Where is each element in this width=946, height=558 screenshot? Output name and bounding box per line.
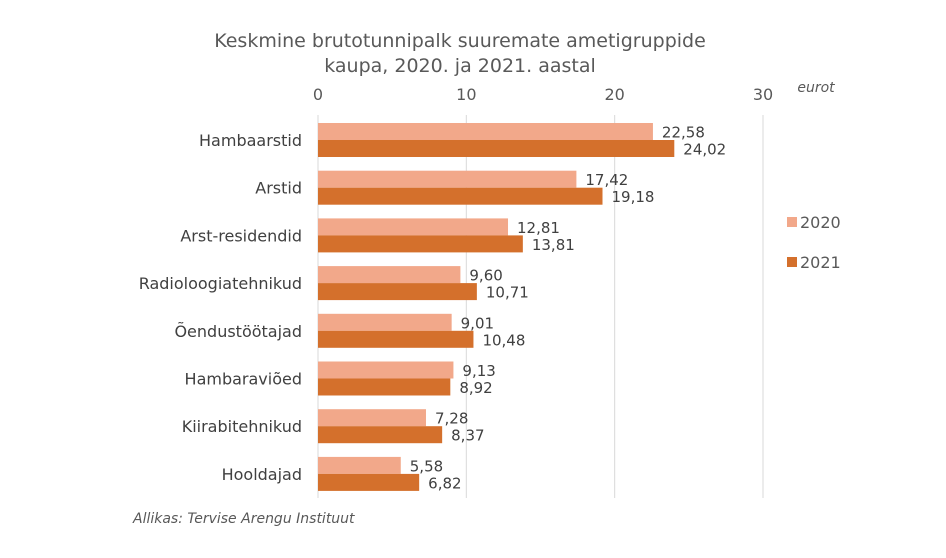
bar-2020 [318, 123, 653, 140]
bar-2021 [318, 330, 474, 348]
data-label: 6,82 [428, 474, 461, 492]
x-tick-label: 0 [313, 85, 323, 104]
bar-2020 [318, 361, 454, 379]
bar-2021 [318, 473, 420, 491]
data-label: 17,42 [585, 171, 628, 189]
data-label: 9,60 [469, 267, 502, 285]
x-tick-label: 10 [456, 85, 476, 104]
category-label: Radioloogiatehnikud [139, 274, 302, 293]
data-label: 10,48 [482, 331, 525, 349]
data-label: 8,37 [451, 427, 484, 445]
source-note: Allikas: Tervise Arengu Instituut [132, 511, 355, 527]
bar-2021 [318, 378, 451, 396]
x-tick-label: 30 [753, 85, 773, 104]
legend-swatch-2021 [787, 257, 797, 267]
bar-2020 [318, 170, 577, 188]
category-label: Hooldajad [222, 465, 302, 484]
bar-2021 [318, 426, 443, 444]
legend-label: 2021 [800, 253, 841, 272]
bar-2020 [318, 218, 509, 236]
data-label: 8,92 [459, 379, 492, 397]
data-label: 12,81 [517, 219, 560, 237]
data-label: 19,18 [612, 188, 655, 206]
data-label: 9,13 [462, 362, 495, 380]
category-label: Arstid [255, 179, 302, 198]
bar-2021 [318, 283, 477, 301]
bar-2020 [318, 409, 426, 427]
data-label: 22,58 [662, 124, 705, 142]
bar-2021 [318, 140, 675, 157]
chart-title-line-2: kaupa, 2020. ja 2021. aastal [324, 55, 596, 77]
chart-title-line-1: Keskmine brutotunnipalk suuremate ametig… [214, 30, 706, 52]
data-label: 7,28 [435, 410, 468, 428]
bar-2020 [318, 266, 461, 284]
data-label: 24,02 [683, 141, 726, 159]
category-label: Hambaraviõed [185, 370, 302, 389]
data-label: 13,81 [532, 236, 575, 254]
unit-label: eurot [797, 80, 835, 96]
bar-2021 [318, 187, 603, 205]
legend-swatch-2020 [787, 217, 797, 227]
bar-2020 [318, 313, 452, 331]
x-tick-label: 20 [604, 85, 624, 104]
category-label: Kiirabitehnikud [182, 417, 302, 436]
data-label: 9,01 [461, 314, 494, 332]
category-label: Hambaarstid [199, 131, 302, 150]
bar-2021 [318, 235, 523, 253]
bar-2020 [318, 456, 401, 474]
category-label: Arst-residendid [180, 226, 302, 245]
data-label: 5,58 [410, 457, 443, 475]
data-label: 10,71 [486, 284, 529, 302]
category-label: Õendustöötajad [174, 322, 302, 341]
legend-label: 2020 [800, 213, 841, 232]
